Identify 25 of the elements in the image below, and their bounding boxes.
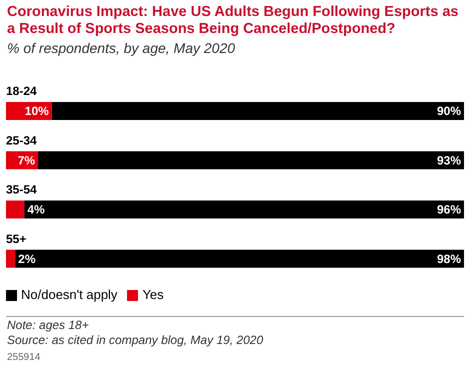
legend-label: Yes — [142, 287, 164, 302]
legend-label: No/doesn't apply — [21, 287, 118, 302]
data-label: 2% — [18, 252, 36, 266]
bar — [6, 200, 24, 218]
bar — [15, 250, 464, 268]
bar — [6, 250, 16, 268]
data-label: 10% — [24, 104, 50, 118]
data-label: 4% — [27, 202, 45, 216]
data-label: 90% — [436, 104, 462, 118]
data-label: 96% — [436, 202, 462, 216]
text: 255914 — [7, 352, 40, 363]
data-label: 7% — [18, 153, 36, 168]
y-tick-label: 55+ — [6, 232, 26, 246]
data-label: 98% — [436, 252, 462, 266]
chart-subtitle: % of respondents, by age, May 2020 — [7, 40, 236, 56]
y-tick-label: 35-54 — [6, 182, 38, 196]
y-tick-label: 25-34 — [6, 133, 38, 148]
text: Note: ages 18+ — [7, 318, 90, 333]
bar — [52, 102, 464, 120]
y-tick-label: 18-24 — [6, 84, 38, 98]
source-note: Source: as cited in company blog, May 19, 2020 — [7, 333, 264, 348]
data-label: 93% — [436, 153, 462, 168]
bar — [24, 200, 464, 218]
bar — [38, 151, 464, 170]
chart-title: Coronavirus Impact: Have US Adults Begun Following Esports as a Result of Sports Seasons Being Canceled/Postponed? — [7, 4, 460, 38]
